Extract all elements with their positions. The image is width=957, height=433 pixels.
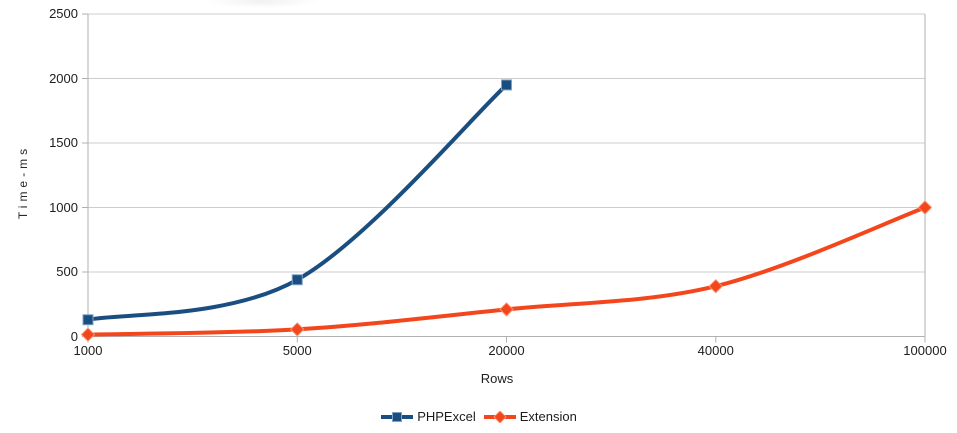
legend-diamond-icon <box>483 411 516 423</box>
legend: PHPExcel Extension <box>0 408 957 426</box>
marker-diamond-extension-100000 <box>917 200 933 215</box>
marker-square-phpexcel-1000 <box>82 314 94 326</box>
x-tick-label-20000: 20000 <box>488 343 525 358</box>
marker-square-phpexcel-5000 <box>291 274 303 286</box>
x-tick-label-100000: 100000 <box>903 343 947 358</box>
marker-square-phpexcel-20000 <box>501 79 512 91</box>
x-tick-label-5000: 5000 <box>282 343 312 358</box>
x-tick-label-1000: 1000 <box>73 343 103 358</box>
y-tick-label-500: 500 <box>56 264 78 279</box>
marker-diamond-extension-5000 <box>290 322 305 337</box>
legend-item-extension: Extension <box>483 409 577 425</box>
y-tick-label-2000: 2000 <box>49 70 78 86</box>
marker-diamond-extension-1000 <box>80 327 96 342</box>
y-tick-label-1000: 1000 <box>49 199 78 215</box>
y-tick-label-0: 0 <box>70 328 78 344</box>
y-tick-label-2500: 2500 <box>49 6 78 21</box>
x-axis-title: Rows <box>480 371 514 386</box>
legend-label: Extension <box>519 409 577 424</box>
legend-item-phpexcel: PHPExcel <box>380 409 476 425</box>
y-tick-label-1500: 1500 <box>49 135 78 150</box>
marker-diamond-extension-20000 <box>499 302 514 317</box>
x-tick-label-40000: 40000 <box>697 343 734 358</box>
legend-label: PHPExcel <box>417 409 476 424</box>
series-line-phpexcel <box>86 82 509 322</box>
top-edge-artifact <box>205 0 320 8</box>
marker-diamond-extension-40000 <box>708 278 723 294</box>
legend-square-icon <box>381 412 414 422</box>
